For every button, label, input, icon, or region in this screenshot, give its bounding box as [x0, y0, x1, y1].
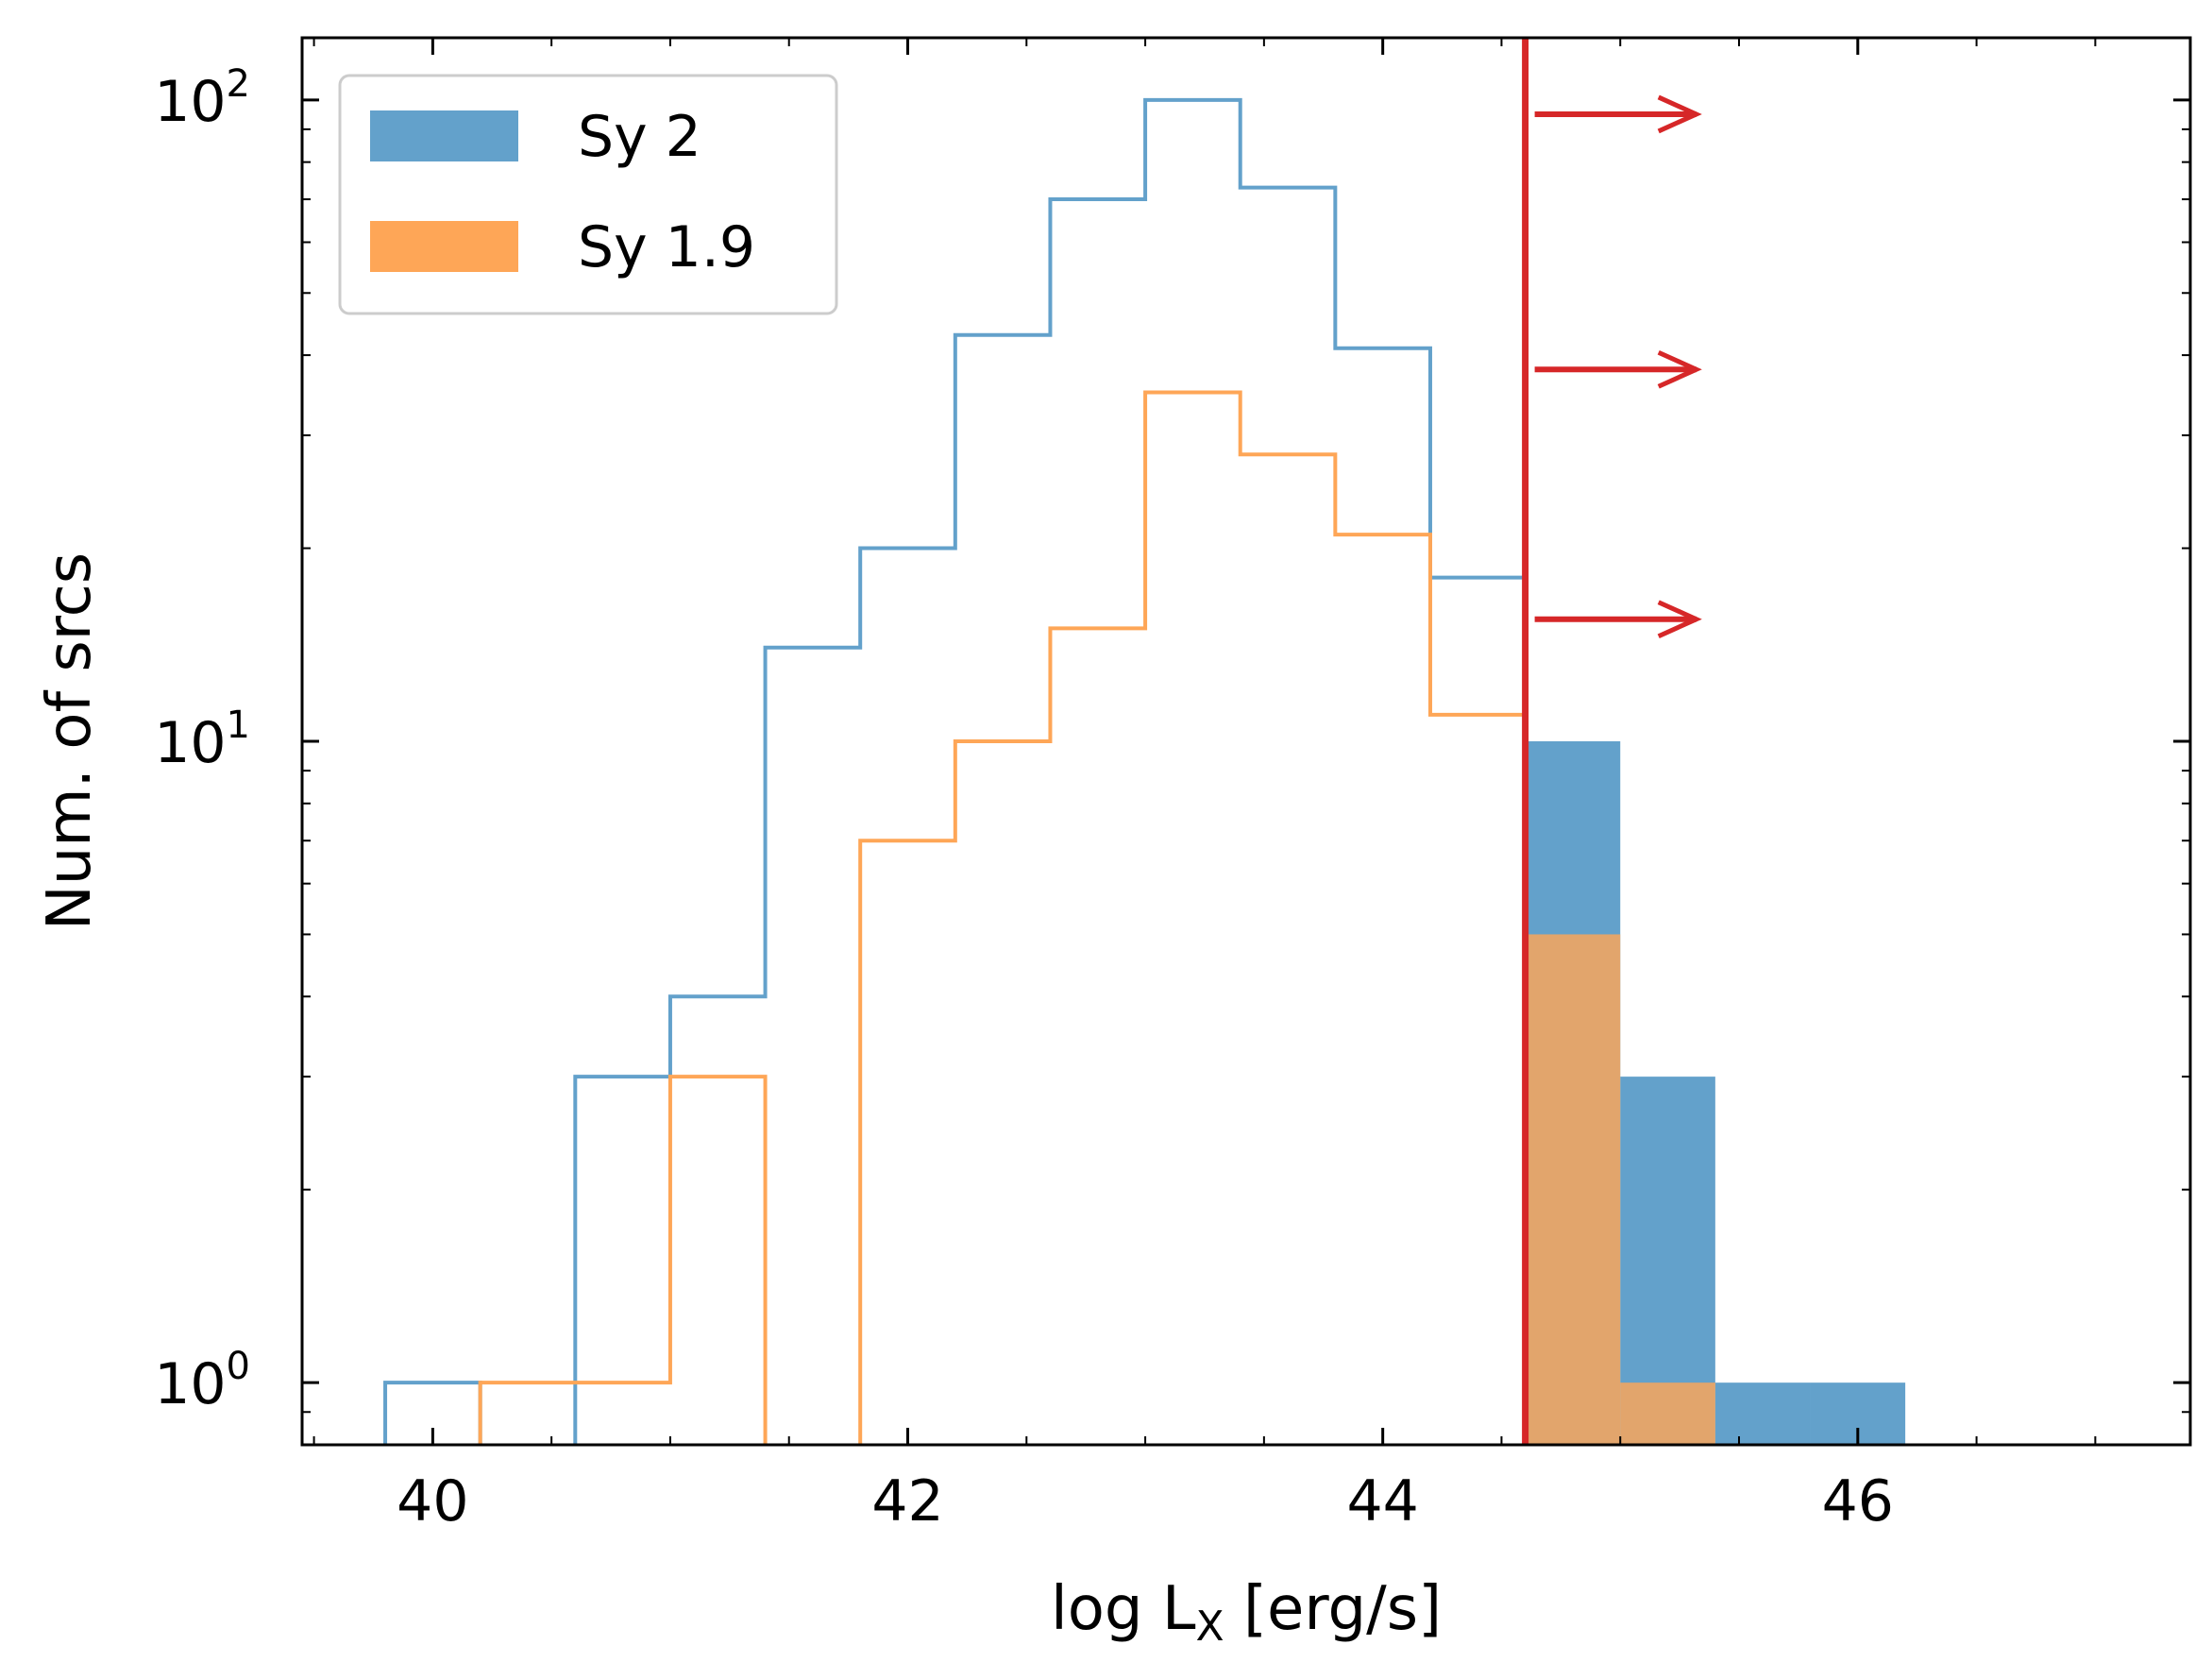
legend-label-sy19: Sy 1.9 [578, 214, 755, 280]
plot-content [383, 38, 1906, 1445]
legend: Sy 2 Sy 1.9 [338, 74, 838, 315]
bar-sy19-12 [1525, 934, 1621, 1445]
arrow-2 [1534, 600, 1702, 639]
x-tick-label-46: 46 [1822, 1468, 1894, 1535]
arrow-0 [1534, 94, 1702, 134]
arrow-1 [1534, 349, 1702, 389]
legend-swatch-sy19 [370, 221, 518, 272]
x-tick-label-40: 40 [397, 1468, 468, 1535]
bar-sy2-14 [1714, 1382, 1811, 1445]
bar-sy19-13 [1620, 1382, 1715, 1445]
y-tick-label-10: 101 [154, 704, 250, 776]
y-tick-label-1: 100 [154, 1345, 250, 1417]
x-tick-label-42: 42 [871, 1468, 943, 1535]
step-outline-sy19 [478, 390, 1528, 1445]
legend-label-sy2: Sy 2 [578, 104, 701, 170]
y-axis-label: Num. of srcs [35, 552, 105, 930]
x-tick-label-44: 44 [1346, 1468, 1418, 1535]
x-axis-label: log LX [erg/s] [1051, 1574, 1442, 1651]
legend-swatch-sy2 [370, 110, 518, 161]
y-tick-label-100: 102 [154, 62, 250, 135]
axis-ticks: 40 42 44 46 100 101 102 [154, 38, 2190, 1535]
